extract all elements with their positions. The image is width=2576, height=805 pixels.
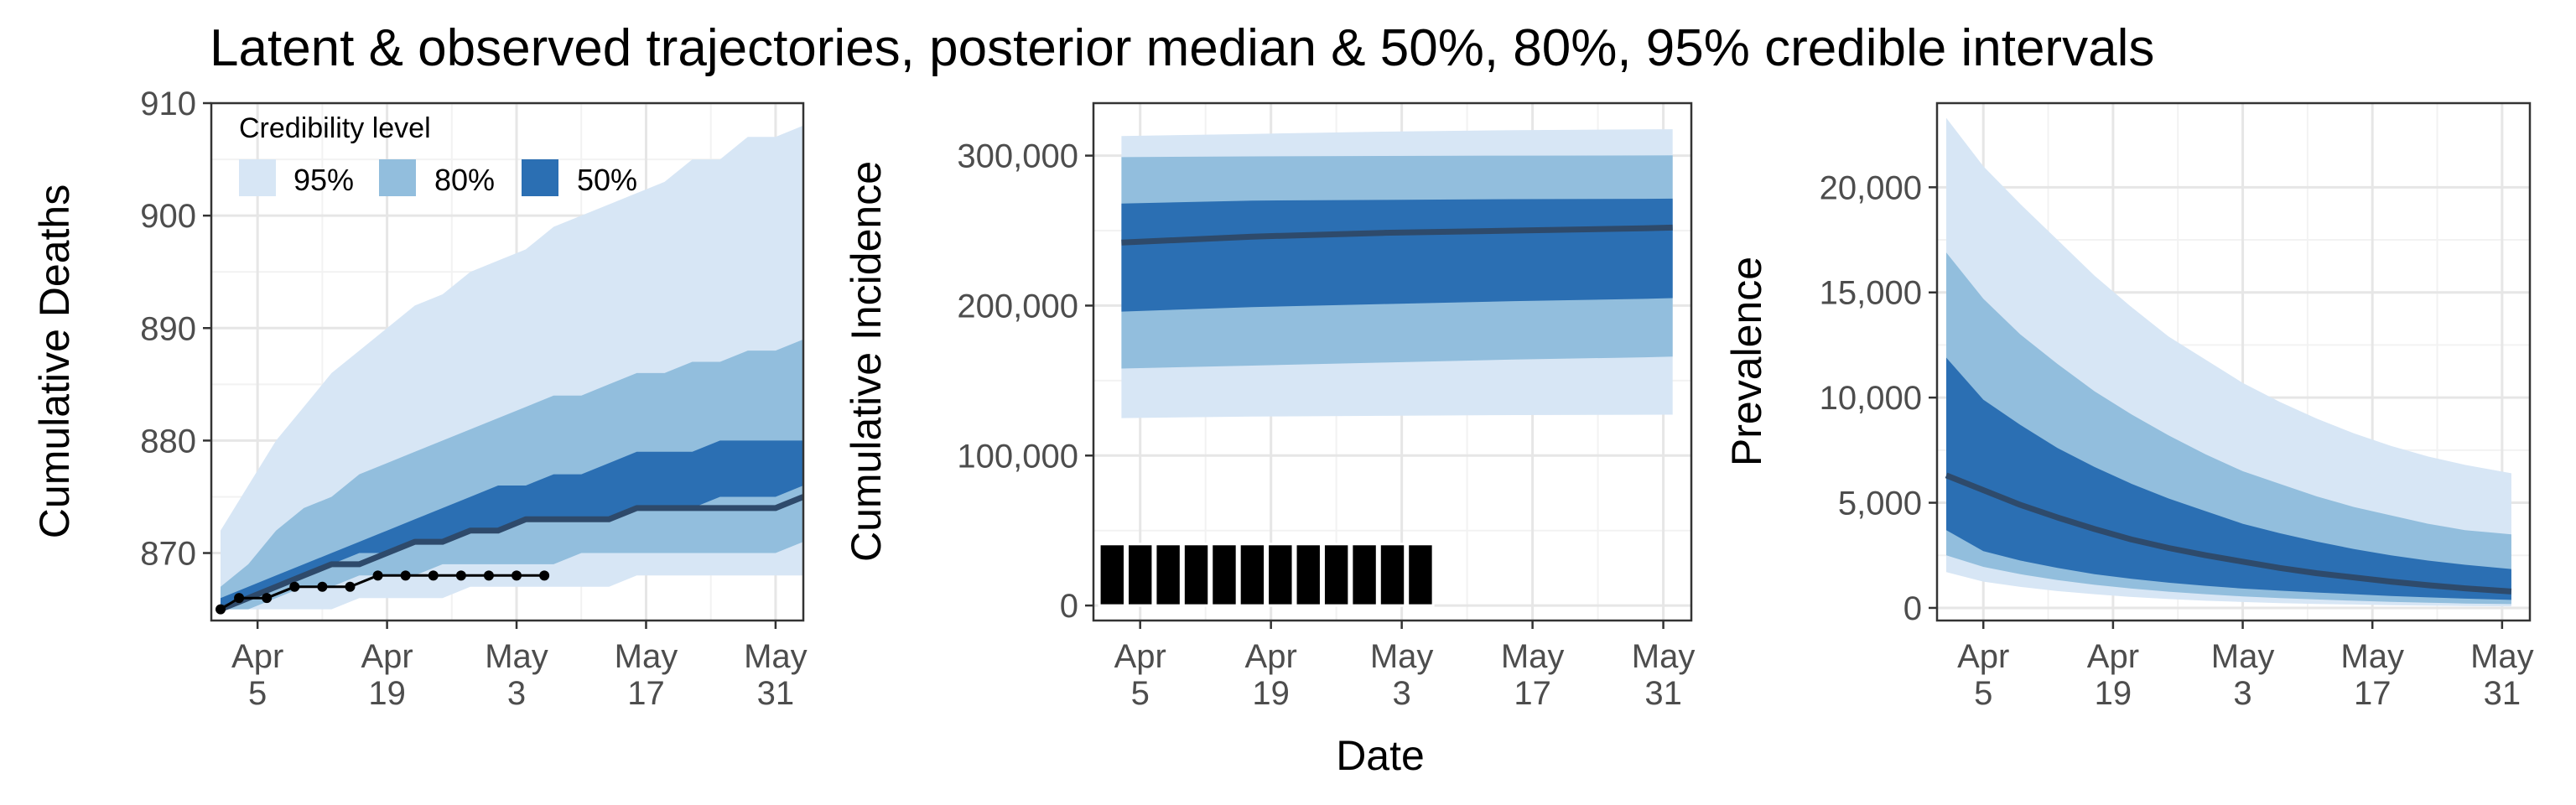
- median-line: [219, 494, 803, 612]
- x-tick-label-day: 17: [627, 675, 665, 712]
- observed-bar: [1294, 543, 1322, 607]
- x-tick-label-day: 19: [2095, 675, 2132, 712]
- x-tick-label-month: May: [2340, 638, 2404, 675]
- band-50: [1946, 357, 2511, 600]
- y-tick-label: 870: [140, 536, 196, 573]
- x-tick-label-month: Apr: [1957, 638, 2009, 675]
- observed-point: [216, 604, 226, 615]
- y-axis-label: Cumulative Incidence: [843, 161, 890, 562]
- legend-swatch-80: [379, 159, 416, 196]
- x-tick-label-day: 17: [1514, 675, 1551, 712]
- observed-point: [289, 581, 300, 592]
- y-tick-label: 200,000: [957, 288, 1078, 325]
- x-tick-label-month: May: [1370, 638, 1434, 675]
- observed-point: [345, 581, 356, 592]
- observed-point: [455, 570, 466, 581]
- y-tick-label: 5,000: [1838, 486, 1922, 522]
- y-tick-label: 900: [140, 198, 196, 235]
- y-tick-label: 880: [140, 423, 196, 460]
- y-axis-label: Prevalence: [1723, 257, 1770, 466]
- legend-label-50: 50%: [577, 163, 637, 197]
- y-tick-label: 100,000: [957, 438, 1078, 475]
- observed-point: [512, 570, 522, 581]
- x-tick-label-month: May: [2470, 638, 2534, 675]
- observed-point: [262, 593, 273, 604]
- panel-prevalence: 05,00010,00015,00020,000Apr5Apr19May3May…: [1723, 101, 2534, 712]
- y-tick-label: 20,000: [1820, 169, 1922, 206]
- y-tick-label: 890: [140, 310, 196, 347]
- legend-swatch-50: [522, 159, 558, 196]
- median-line: [1121, 224, 1673, 246]
- observed-bar: [1238, 543, 1267, 607]
- y-axis-label: Cumulative Deaths: [31, 184, 78, 538]
- observed-bar: [1378, 543, 1407, 607]
- observed-point: [428, 570, 439, 581]
- y-tick-label: 910: [140, 86, 196, 122]
- x-tick-label-day: 5: [248, 675, 267, 712]
- observed-bar: [1182, 543, 1211, 607]
- x-tick-label-day: 3: [2233, 675, 2251, 712]
- x-tick-label-month: May: [1632, 638, 1696, 675]
- x-tick-label-day: 5: [1131, 675, 1150, 712]
- observed-point: [372, 570, 383, 581]
- observed-bar: [1210, 543, 1239, 607]
- x-tick-label-day: 17: [2354, 675, 2392, 712]
- x-tick-label-day: 3: [1393, 675, 1411, 712]
- legend-label-95: 95%: [293, 163, 354, 197]
- chart-title: Latent & observed trajectories, posterio…: [210, 19, 2154, 77]
- panel-border: [210, 101, 805, 622]
- y-tick-label: 0: [1060, 588, 1078, 625]
- legend: Credibility level 95% 80% 50%: [239, 112, 637, 197]
- median-line: [1945, 472, 2512, 595]
- observed-point: [483, 570, 494, 581]
- y-tick-label: 0: [1903, 590, 1922, 627]
- panel-border: [1935, 101, 2532, 622]
- observed-bar: [1098, 543, 1126, 607]
- observed-bar: [1406, 543, 1435, 607]
- x-tick-label-month: May: [1501, 638, 1565, 675]
- observed-bar: [1125, 543, 1155, 607]
- y-tick-label: 300,000: [957, 138, 1078, 175]
- x-tick-label-day: 31: [757, 675, 795, 712]
- legend-swatch-95: [239, 159, 276, 196]
- x-tick-label-month: Apr: [2087, 638, 2139, 675]
- x-tick-label-month: Apr: [1245, 638, 1297, 675]
- observed-bar: [1322, 543, 1351, 607]
- x-tick-label-day: 5: [1974, 675, 1992, 712]
- observed-point: [317, 581, 328, 592]
- legend-title: Credibility level: [239, 112, 431, 144]
- observed-point: [234, 593, 245, 604]
- x-tick-label-month: Apr: [361, 638, 413, 675]
- x-tick-label-day: 19: [1252, 675, 1290, 712]
- x-tick-label-day: 19: [368, 675, 406, 712]
- x-tick-label-month: Apr: [231, 638, 283, 675]
- x-tick-label-month: Apr: [1114, 638, 1166, 675]
- x-tick-label-month: May: [2211, 638, 2275, 675]
- x-axis-label: Date: [1336, 732, 1425, 779]
- observed-point: [539, 570, 550, 581]
- observed-point: [400, 570, 411, 581]
- observed-bar: [1154, 543, 1182, 607]
- legend-label-80: 80%: [434, 163, 495, 197]
- y-tick-label: 15,000: [1820, 275, 1922, 312]
- x-tick-label-day: 31: [1644, 675, 1682, 712]
- observed-bar: [1266, 543, 1295, 607]
- x-tick-label-month: May: [744, 638, 808, 675]
- x-tick-label-month: May: [615, 638, 678, 675]
- band-50: [1121, 198, 1673, 312]
- panel-border: [1092, 101, 1693, 622]
- y-tick-label: 10,000: [1820, 380, 1922, 417]
- x-tick-label-day: 3: [507, 675, 526, 712]
- x-tick-label-day: 31: [2484, 675, 2521, 712]
- panel-cumulative-incidence: 0100,000200,000300,000Apr5Apr19May3May17…: [843, 101, 1696, 712]
- observed-bar: [1350, 543, 1379, 607]
- panel-cumulative-deaths: 870880890900910Apr5Apr19May3May17May31Cu…: [31, 86, 808, 712]
- x-tick-label-month: May: [485, 638, 548, 675]
